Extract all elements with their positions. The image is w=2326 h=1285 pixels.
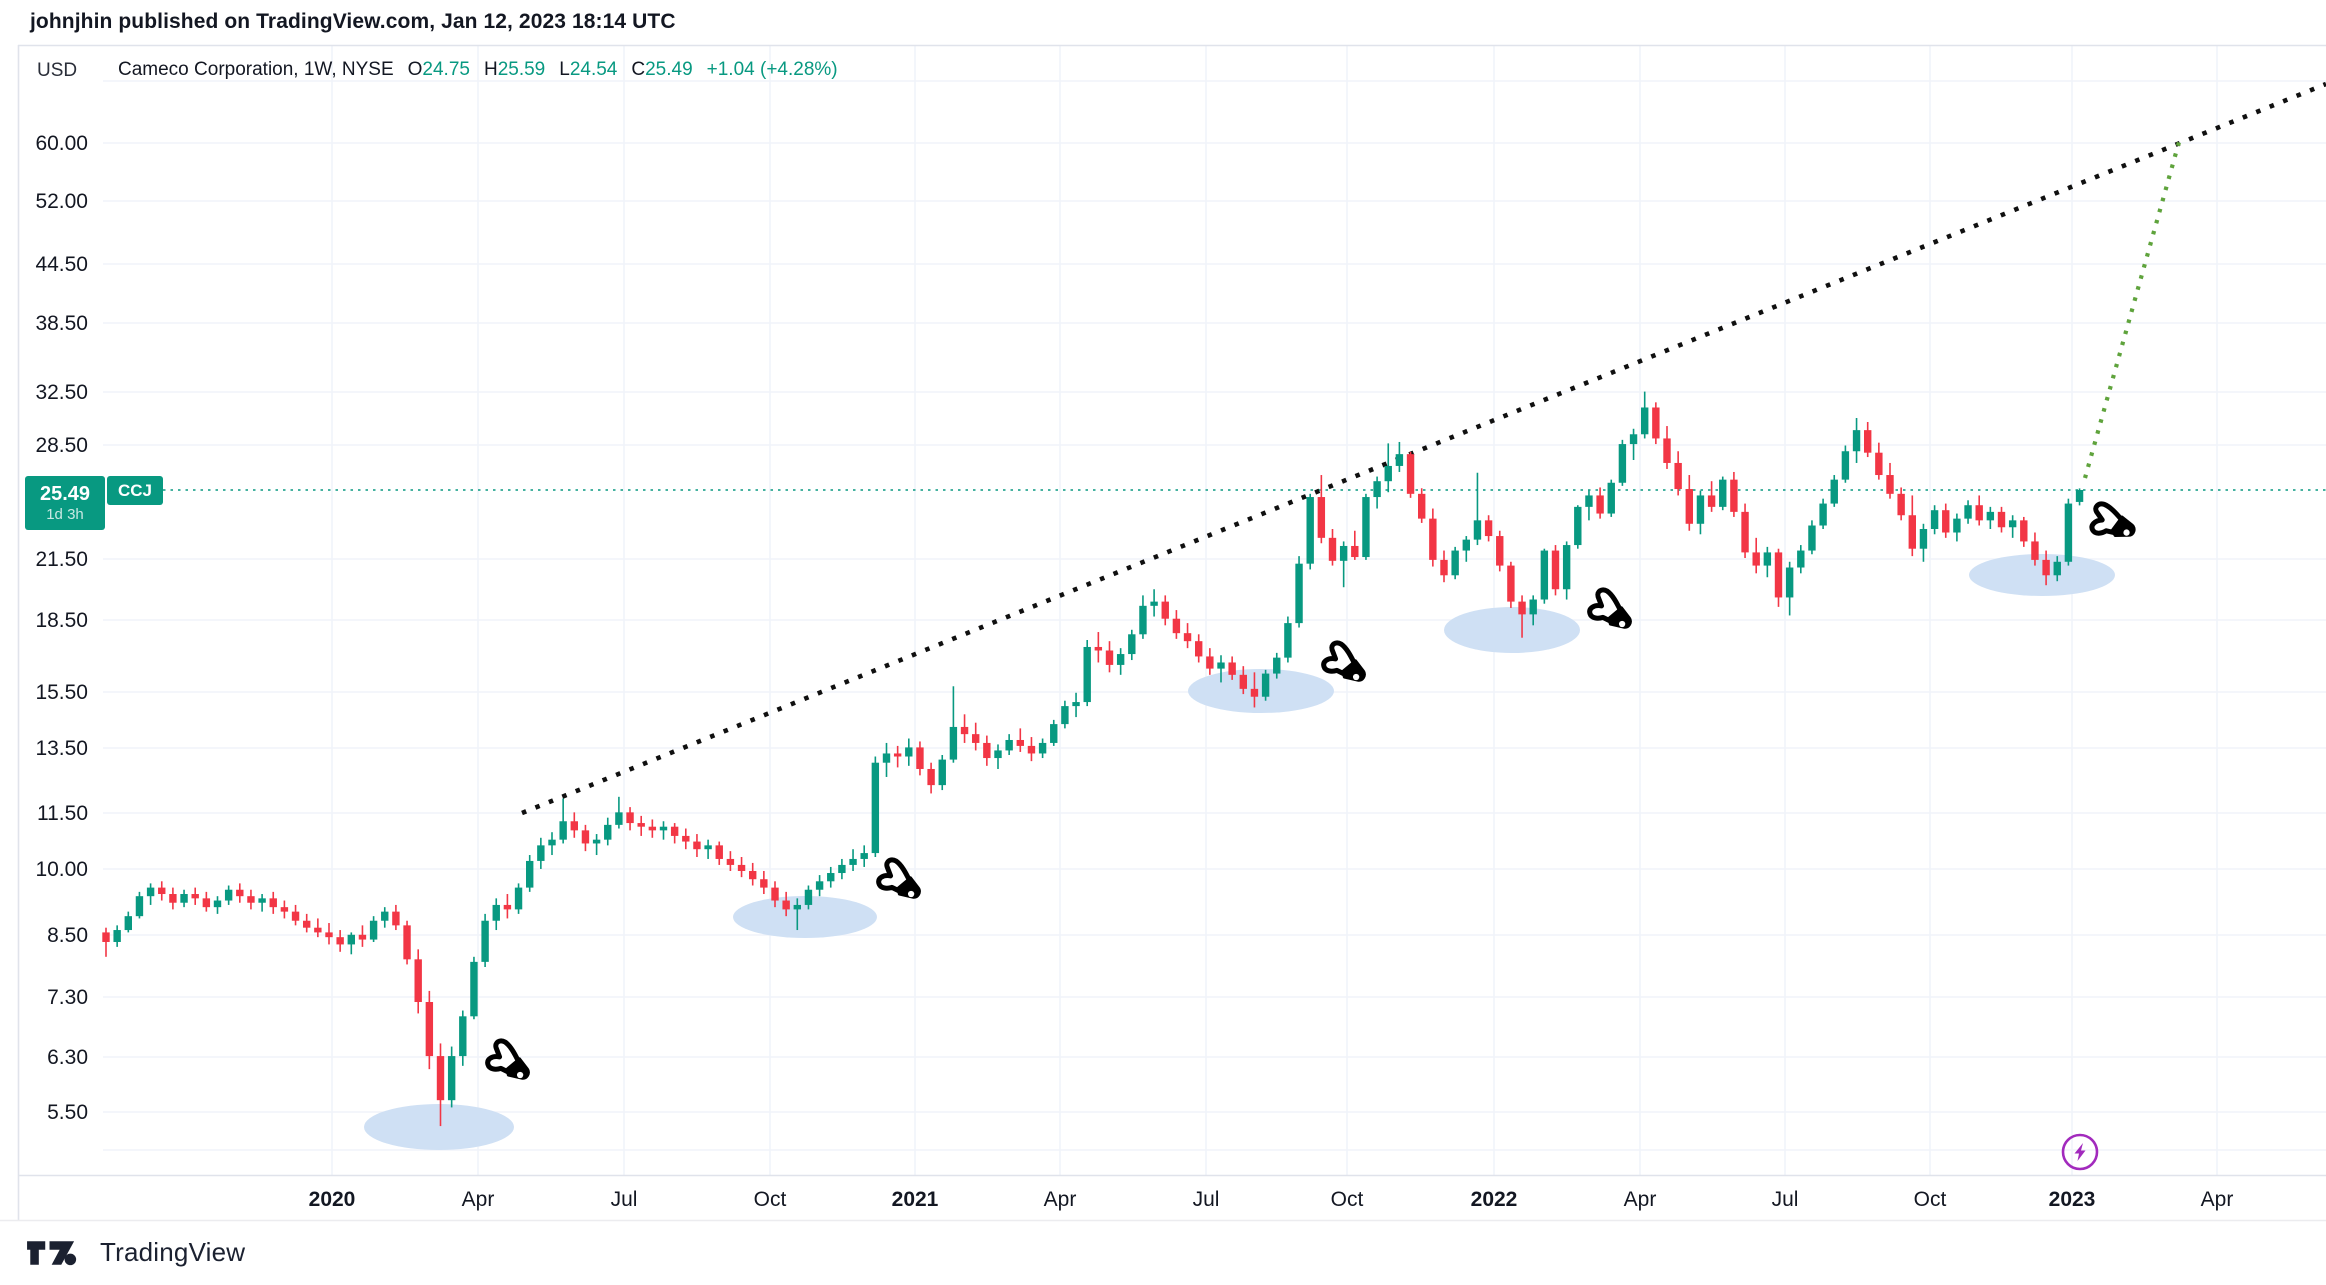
svg-text:52.00: 52.00 xyxy=(35,190,88,213)
grid-lines xyxy=(103,45,2326,1175)
svg-text:6.30: 6.30 xyxy=(47,1046,88,1069)
last-price-tag: 25.49 1d 3h xyxy=(25,476,105,530)
publish-header: johnjhin published on TradingView.com, J… xyxy=(0,0,2326,45)
svg-text:Oct: Oct xyxy=(754,1188,787,1211)
svg-text:32.50: 32.50 xyxy=(35,381,88,404)
snap-hand-icon xyxy=(1587,587,1632,629)
svg-text:28.50: 28.50 xyxy=(35,434,88,457)
snap-hand-icon xyxy=(876,857,921,899)
highlight-ellipses xyxy=(364,554,2115,1150)
svg-text:38.50: 38.50 xyxy=(35,312,88,335)
legend-open-value: O24.75 xyxy=(407,59,470,80)
tradingview-logo-link[interactable]: TradingView xyxy=(26,1237,245,1268)
svg-text:Apr: Apr xyxy=(1044,1188,1077,1211)
svg-text:Apr: Apr xyxy=(1624,1188,1657,1211)
svg-text:Apr: Apr xyxy=(2201,1188,2234,1211)
trendline-annotation[interactable] xyxy=(521,81,2326,816)
price-axis-currency-label: USD xyxy=(37,60,78,81)
svg-text:Jul: Jul xyxy=(1772,1188,1799,1211)
svg-text:2020: 2020 xyxy=(309,1188,356,1211)
legend-low-value: L24.54 xyxy=(559,59,618,80)
projection-line-annotation[interactable] xyxy=(2082,141,2182,479)
legend-high-value: H25.59 xyxy=(483,59,546,80)
svg-text:8.50: 8.50 xyxy=(47,924,88,947)
svg-text:44.50: 44.50 xyxy=(35,253,88,276)
time-axis[interactable]: 2020 Apr Jul Oct 2021 Apr Jul Oct 2022 Apr Jul Oct 2… xyxy=(309,1188,2234,1211)
legend-symbol-title: Cameco Corporation, 1W, NYSE xyxy=(118,59,394,80)
svg-text:2023: 2023 xyxy=(2049,1188,2096,1211)
symbol-legend[interactable]: Cameco Corporation, 1W, NYSE O24.75 H25.… xyxy=(118,59,838,81)
snap-hand-icon xyxy=(1321,640,1366,682)
svg-text:13.50: 13.50 xyxy=(35,737,88,760)
chart-borders xyxy=(0,44,2326,1222)
price-axis[interactable]: 60.00 52.00 44.50 38.50 32.50 28.50 21.50 18.50… xyxy=(35,132,88,1124)
svg-text:21.50: 21.50 xyxy=(35,548,88,571)
snap-hand-icon xyxy=(2089,501,2136,538)
svg-text:Oct: Oct xyxy=(1331,1188,1364,1211)
legend-change-value: +1.04 (+4.28%) xyxy=(706,59,838,80)
snap-hand-icon xyxy=(485,1038,530,1080)
tradingview-brand-text: TradingView xyxy=(100,1237,246,1267)
legend-close-value: C25.49 xyxy=(631,59,693,80)
svg-text:Jul: Jul xyxy=(611,1188,638,1211)
svg-text:Apr: Apr xyxy=(462,1188,495,1211)
svg-text:7.30: 7.30 xyxy=(47,986,88,1009)
svg-text:2021: 2021 xyxy=(892,1188,939,1211)
svg-text:18.50: 18.50 xyxy=(35,609,88,632)
svg-text:Oct: Oct xyxy=(1914,1188,1947,1211)
svg-text:15.50: 15.50 xyxy=(35,681,88,704)
svg-text:2022: 2022 xyxy=(1471,1188,1518,1211)
last-price-value: 25.49 xyxy=(39,482,91,505)
symbol-price-label: CCJ xyxy=(107,476,163,505)
publish-attribution-text: johnjhin published on TradingView.com, J… xyxy=(30,10,676,33)
svg-text:5.50: 5.50 xyxy=(47,1101,88,1124)
svg-text:60.00: 60.00 xyxy=(35,132,88,155)
svg-text:10.00: 10.00 xyxy=(35,858,88,881)
tradingview-logo-icon xyxy=(27,1240,77,1265)
svg-text:Jul: Jul xyxy=(1193,1188,1220,1211)
hand-cursor-icons xyxy=(485,501,2136,1080)
bar-countdown: 1d 3h xyxy=(46,505,84,523)
svg-text:11.50: 11.50 xyxy=(37,802,88,825)
footer-bar: TradingView xyxy=(0,1220,2326,1285)
lightning-icon[interactable] xyxy=(2061,1133,2099,1171)
candles-layer[interactable] xyxy=(102,391,2084,1127)
